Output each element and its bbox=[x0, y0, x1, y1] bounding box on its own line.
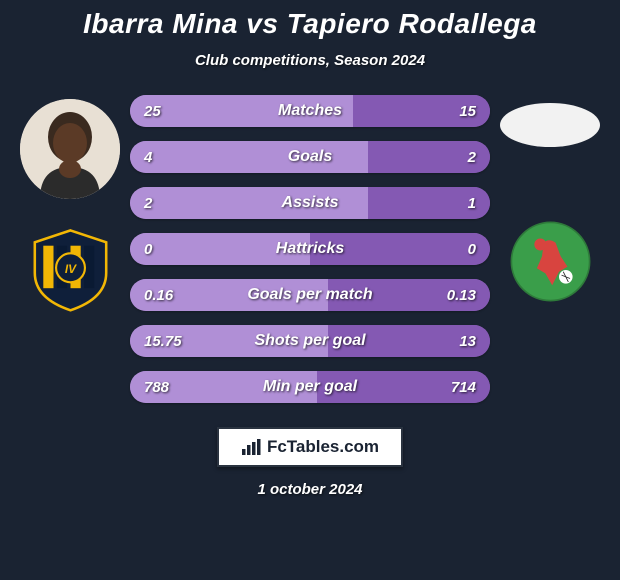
date-label: 1 october 2024 bbox=[257, 481, 362, 498]
stat-value-left: 4 bbox=[144, 149, 194, 166]
stat-label: Goals per match bbox=[247, 286, 372, 304]
player-right-avatar-placeholder bbox=[500, 103, 600, 147]
stat-label: Hattricks bbox=[276, 240, 344, 258]
stat-value-left: 0.16 bbox=[144, 287, 194, 304]
brand-box[interactable]: FcTables.com bbox=[217, 427, 403, 467]
stat-label: Assists bbox=[282, 194, 339, 212]
stat-bar: 0.16 Goals per match 0.13 bbox=[130, 279, 490, 311]
stat-value-left: 0 bbox=[144, 241, 194, 258]
stat-value-left: 788 bbox=[144, 379, 194, 396]
stat-value-right: 714 bbox=[426, 379, 476, 396]
club-badge-icon bbox=[508, 219, 593, 304]
brand-chart-icon bbox=[241, 438, 261, 456]
svg-text:IV: IV bbox=[64, 262, 76, 276]
player-left-club-badge: IV bbox=[28, 227, 113, 312]
stat-bar: 788 Min per goal 714 bbox=[130, 371, 490, 403]
stat-value-left: 25 bbox=[144, 103, 194, 120]
stat-value-right: 1 bbox=[426, 195, 476, 212]
stats-column: 25 Matches 15 4 Goals 2 2 Assists 1 0 Hattricks 0 0.… bbox=[130, 95, 490, 403]
stat-value-right: 2 bbox=[426, 149, 476, 166]
left-player-column: IV bbox=[10, 95, 130, 312]
footer: FcTables.com 1 october 2024 bbox=[217, 427, 403, 498]
stat-bar: 0 Hattricks 0 bbox=[130, 233, 490, 265]
stat-bar: 2 Assists 1 bbox=[130, 187, 490, 219]
stat-label: Min per goal bbox=[263, 378, 357, 396]
stat-value-left: 15.75 bbox=[144, 333, 194, 350]
comparison-card: Ibarra Mina vs Tapiero Rodallega Club co… bbox=[0, 0, 620, 580]
avatar-placeholder-icon bbox=[20, 99, 120, 199]
stat-bar: 25 Matches 15 bbox=[130, 95, 490, 127]
stat-value-right: 13 bbox=[426, 333, 476, 350]
subtitle: Club competitions, Season 2024 bbox=[195, 52, 425, 69]
player-right-club-badge bbox=[508, 219, 593, 304]
stat-value-left: 2 bbox=[144, 195, 194, 212]
stat-value-right: 0.13 bbox=[426, 287, 476, 304]
stat-label: Goals bbox=[288, 148, 332, 166]
stat-value-right: 0 bbox=[426, 241, 476, 258]
stat-label: Shots per goal bbox=[254, 332, 365, 350]
stat-label: Matches bbox=[278, 102, 342, 120]
stat-bar: 4 Goals 2 bbox=[130, 141, 490, 173]
club-badge-icon: IV bbox=[28, 227, 113, 312]
player-left-avatar bbox=[20, 99, 120, 199]
brand-label: FcTables.com bbox=[267, 437, 379, 457]
right-player-column bbox=[490, 95, 610, 304]
stat-bar: 15.75 Shots per goal 13 bbox=[130, 325, 490, 357]
page-title: Ibarra Mina vs Tapiero Rodallega bbox=[83, 8, 537, 40]
main-row: IV 25 Matches 15 4 Goals 2 2 Assists 1 0 Hattricks… bbox=[0, 95, 620, 403]
stat-value-right: 15 bbox=[426, 103, 476, 120]
